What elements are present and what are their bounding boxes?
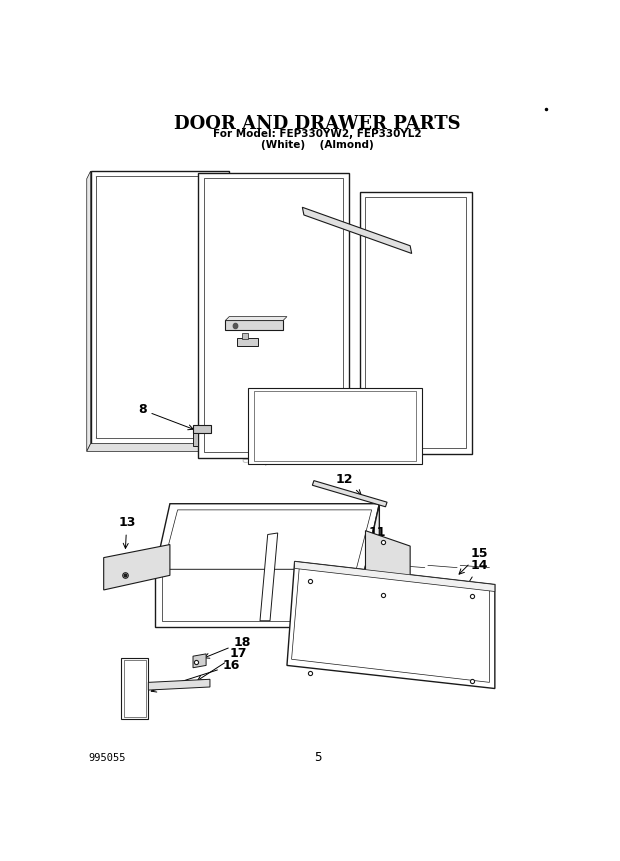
Text: For Model: FEP330YW2, FEP330YL2: For Model: FEP330YW2, FEP330YL2	[213, 129, 422, 139]
Text: 11: 11	[368, 526, 386, 545]
Text: 3: 3	[248, 208, 282, 236]
Text: 18: 18	[204, 635, 251, 658]
Polygon shape	[237, 338, 258, 346]
Text: 14: 14	[460, 559, 488, 597]
Polygon shape	[162, 569, 356, 621]
Polygon shape	[260, 533, 278, 621]
Polygon shape	[294, 561, 495, 592]
Text: eReplacementParts.com: eReplacementParts.com	[241, 453, 394, 466]
Polygon shape	[122, 658, 148, 719]
Text: 12: 12	[336, 473, 361, 495]
Text: 4: 4	[346, 415, 355, 439]
Polygon shape	[225, 317, 287, 320]
Polygon shape	[148, 679, 210, 690]
Polygon shape	[249, 388, 422, 464]
Polygon shape	[204, 178, 343, 452]
Polygon shape	[365, 530, 410, 604]
Polygon shape	[193, 433, 198, 446]
Polygon shape	[124, 660, 146, 717]
Polygon shape	[291, 567, 489, 683]
Text: 15: 15	[459, 548, 488, 574]
Polygon shape	[87, 443, 229, 451]
Polygon shape	[154, 573, 364, 627]
Polygon shape	[254, 391, 416, 461]
Text: 5: 5	[314, 752, 322, 765]
Polygon shape	[96, 177, 221, 438]
Polygon shape	[365, 197, 466, 449]
Polygon shape	[312, 480, 387, 507]
Polygon shape	[198, 172, 348, 457]
Text: 13: 13	[118, 517, 136, 548]
Text: 8: 8	[138, 403, 193, 430]
Text: 5: 5	[375, 276, 388, 308]
Text: 1: 1	[252, 183, 290, 202]
Polygon shape	[91, 171, 229, 443]
Polygon shape	[364, 504, 379, 627]
Polygon shape	[360, 192, 472, 454]
Polygon shape	[287, 561, 495, 689]
Polygon shape	[303, 208, 412, 253]
Polygon shape	[215, 304, 221, 342]
Text: 16: 16	[151, 659, 240, 692]
Text: (White)    (Almond): (White) (Almond)	[262, 139, 374, 150]
Polygon shape	[104, 544, 170, 590]
Polygon shape	[162, 510, 371, 569]
Text: 17: 17	[198, 647, 247, 680]
Text: 7: 7	[285, 319, 312, 331]
Text: DOOR AND DRAWER PARTS: DOOR AND DRAWER PARTS	[174, 115, 461, 133]
Polygon shape	[87, 171, 91, 451]
Polygon shape	[193, 425, 211, 433]
Polygon shape	[154, 504, 379, 573]
Polygon shape	[225, 320, 283, 331]
Polygon shape	[242, 333, 249, 339]
Polygon shape	[193, 653, 206, 668]
Text: 995055: 995055	[88, 753, 126, 763]
